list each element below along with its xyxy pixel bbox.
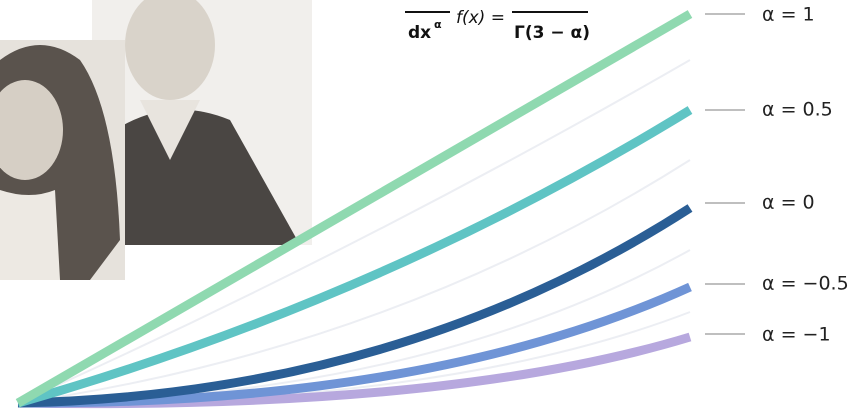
jabot-left — [0, 190, 60, 280]
curve-label: α = 1 — [762, 4, 815, 26]
curve-label: α = −1 — [762, 324, 831, 346]
leader-lines — [705, 14, 745, 334]
curve-label: α = 0.5 — [762, 99, 833, 121]
body: α = 1 α = 0.5 α = 0 α = −0.5 α = −1 dx α… — [0, 0, 862, 409]
formula-order: α — [434, 18, 442, 31]
curve-label: α = 0 — [762, 192, 815, 214]
formula-function: f(x) = — [456, 8, 505, 28]
illustration: α = 1 α = 0.5 α = 0 α = −0.5 α = −1 dx α… — [0, 0, 862, 409]
formula-denominator: dx — [408, 23, 431, 43]
page: {"formula": {"denominator": "dx", "order… — [0, 0, 862, 409]
portraits — [0, 0, 312, 280]
formula: dx α f(x) = Γ(3 − α) — [405, 8, 590, 43]
curve-label: α = −0.5 — [762, 273, 849, 295]
formula-gamma: Γ(3 − α) — [514, 23, 590, 43]
